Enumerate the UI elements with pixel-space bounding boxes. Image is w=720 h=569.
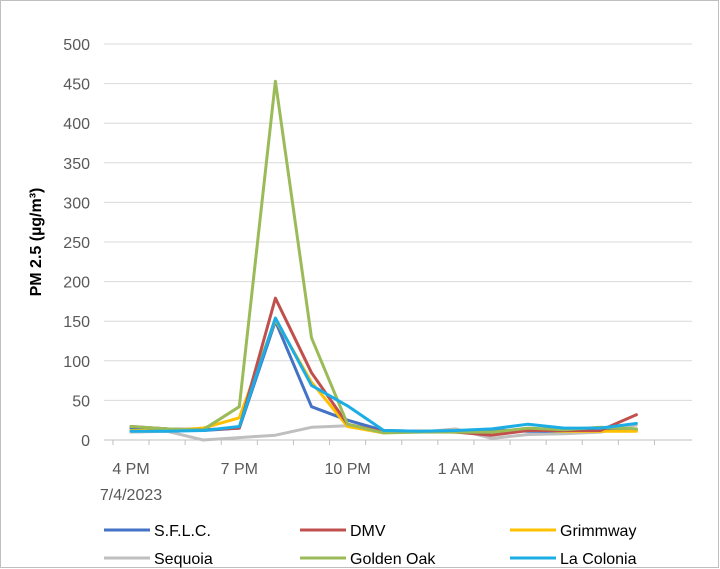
gridlines — [104, 43, 692, 441]
y-tick-label: 100 — [63, 354, 90, 371]
legend-label: Sequoia — [154, 551, 213, 568]
legend-label: Grimmway — [560, 523, 636, 540]
y-tick-label: 400 — [63, 116, 90, 133]
y-tick-label: 200 — [63, 275, 90, 292]
x-tick-label: 10 PM — [324, 461, 370, 478]
legend-item: DMV — [300, 523, 386, 540]
legend-label: La Colonia — [560, 551, 637, 568]
y-axis-ticks: 0 50 100 150 200 250 300 350 400 450 500 — [63, 37, 90, 450]
legend-item: Grimmway — [510, 523, 636, 540]
legend-label: Golden Oak — [350, 551, 436, 568]
series-line-s-f-l-c — [129, 319, 638, 433]
y-tick-label: 50 — [72, 393, 90, 410]
legend-item: S.F.L.C. — [104, 523, 211, 540]
x-tick-label: 4 AM — [546, 461, 582, 478]
series-line-la-colonia — [129, 316, 638, 433]
series-line-grimmway — [129, 318, 638, 435]
x-tick-label: 4 PM — [112, 461, 149, 478]
y-tick-label: 500 — [63, 37, 90, 54]
legend-label: DMV — [350, 523, 386, 540]
series-line-golden-oak — [129, 79, 638, 435]
legend-item: Sequoia — [104, 551, 213, 568]
y-tick-label: 300 — [63, 195, 90, 212]
legend-item: Golden Oak — [300, 551, 436, 568]
y-tick-label: 150 — [63, 314, 90, 331]
series-line-dmv — [129, 296, 638, 437]
legend: S.F.L.C. DMV Grimmway Sequoia Golden Oak La C… — [104, 523, 637, 568]
legend-label: S.F.L.C. — [154, 523, 211, 540]
x-axis-date-label: 7/4/2023 — [100, 487, 162, 504]
y-tick-label: 350 — [63, 156, 90, 173]
x-axis-ticks: 4 PM 7 PM 10 PM 1 AM 4 AM — [112, 440, 655, 478]
y-axis-label: PM 2.5 (µg/m³) — [28, 188, 45, 297]
y-tick-label: 450 — [63, 77, 90, 94]
series-lines — [129, 79, 638, 442]
x-tick-label: 1 AM — [438, 461, 474, 478]
legend-item: La Colonia — [510, 551, 637, 568]
x-tick-label: 7 PM — [221, 461, 258, 478]
y-tick-label: 0 — [81, 433, 90, 450]
y-tick-label: 250 — [63, 235, 90, 252]
